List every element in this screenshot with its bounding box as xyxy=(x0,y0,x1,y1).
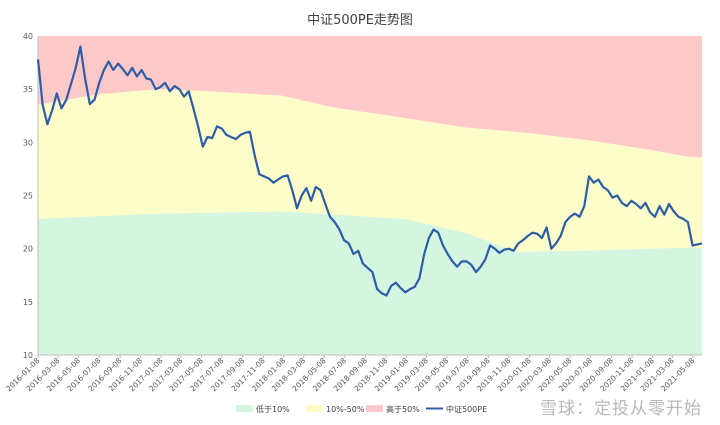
legend-swatch xyxy=(306,405,323,412)
legend-swatch xyxy=(366,405,383,412)
legend-label: 中证500PE xyxy=(446,404,487,414)
y-tick-label: 20 xyxy=(23,245,33,254)
chart-title: 中证500PE走势图 xyxy=(307,12,413,28)
legend-label: 低于10% xyxy=(256,404,290,414)
y-tick-label: 10 xyxy=(23,351,33,360)
legend: 低于10% 10%-50% 高于50% 中证500PE xyxy=(236,404,487,414)
band-2 xyxy=(38,89,702,252)
series-lines xyxy=(36,45,703,297)
band-1 xyxy=(38,211,702,355)
series-line xyxy=(36,45,703,297)
legend-label: 10%-50% xyxy=(326,405,365,414)
band-3 xyxy=(38,36,702,158)
y-tick-label: 15 xyxy=(23,298,33,307)
y-axis: 10 15 20 25 30 35 40 xyxy=(23,32,39,360)
legend-swatch xyxy=(236,405,253,412)
y-tick-label: 40 xyxy=(23,32,33,41)
y-tick-label: 35 xyxy=(23,85,33,94)
y-tick-label: 30 xyxy=(23,138,33,147)
y-tick-label: 25 xyxy=(23,192,33,201)
threshold-bands xyxy=(38,36,702,355)
watermark: 雪球：定投从零开始 xyxy=(540,399,702,419)
legend-label: 高于50% xyxy=(386,404,420,414)
x-axis: 2016-01-082016-03-082016-05-082016-07-08… xyxy=(4,354,702,393)
